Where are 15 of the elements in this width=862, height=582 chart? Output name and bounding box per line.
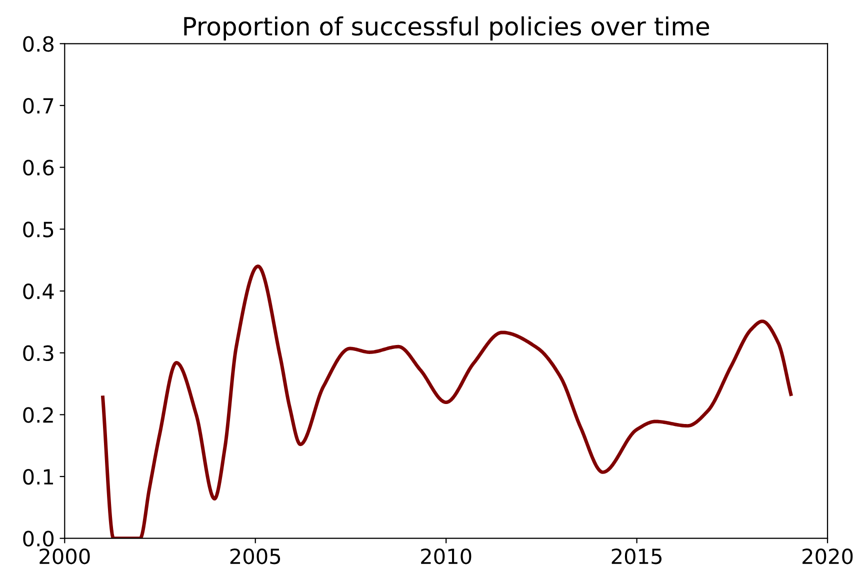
y-tick-label: 0.8 [23, 36, 54, 52]
y-tick-label: 0.3 [23, 345, 54, 362]
y-tick-label: 0.1 [23, 468, 54, 485]
y-tick-label: 0.6 [23, 160, 54, 176]
x-tick-label: 2000 [40, 548, 90, 564]
y-tick-label: 0.7 [23, 98, 54, 114]
y-tick-label: 0.4 [23, 283, 54, 300]
x-tick-label: 2015 [612, 548, 662, 564]
y-tick-label: 0.0 [23, 530, 54, 547]
x-tick-label: 2020 [802, 548, 853, 564]
y-tick-label: 0.2 [23, 407, 53, 423]
y-tick-label: 0.5 [23, 222, 54, 238]
x-tick-label: 2005 [230, 548, 280, 564]
x-tick-label: 2010 [421, 548, 472, 564]
chart-title: Proportion of successful policies over time [184, 16, 710, 41]
